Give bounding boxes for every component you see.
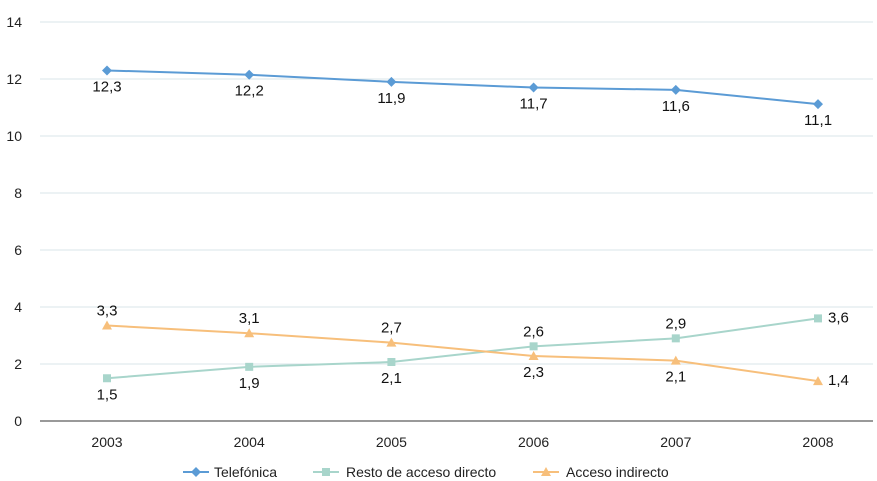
point-acceso-indirecto-2003	[102, 320, 112, 330]
data-label-resto-de-acceso-directo-2007: 2,9	[665, 315, 686, 332]
x-tick-label-2008: 2008	[802, 434, 833, 450]
legend-marker-resto-de-acceso-directo	[322, 468, 330, 476]
y-tick-label-8: 8	[14, 185, 22, 201]
series-line-telefonica	[106, 69, 819, 106]
data-label-telefonica-2006: 11,7	[520, 96, 548, 113]
data-label-telefonica-2007: 11,6	[662, 98, 690, 115]
point-telefonica-2006	[528, 82, 539, 93]
x-tick-label-2003: 2003	[91, 434, 122, 450]
point-telefonica-2008	[813, 99, 823, 110]
point-resto-de-acceso-directo-2007	[671, 334, 680, 343]
data-label-resto-de-acceso-directo-2006: 2,6	[523, 323, 544, 340]
data-label-acceso-indirecto-2004: 3,1	[239, 310, 260, 327]
series-line-acceso-indirecto	[106, 324, 819, 383]
y-tick-label-6: 6	[14, 242, 22, 258]
point-resto-de-acceso-directo-2006	[529, 342, 538, 351]
x-tick-label-2007: 2007	[660, 434, 691, 450]
point-acceso-indirecto-2004	[244, 328, 255, 338]
data-label-telefonica-2003: 12,3	[92, 78, 121, 95]
data-label-resto-de-acceso-directo-2008: 3,6	[828, 309, 849, 326]
y-tick-label-14: 14	[6, 14, 22, 30]
data-label-telefonica-2005: 11,9	[377, 90, 405, 107]
point-acceso-indirecto-2006	[528, 351, 539, 361]
legend-marker-acceso-indirecto	[541, 467, 551, 476]
y-tick-label-4: 4	[14, 299, 22, 315]
legend: Telefónica Resto de acceso directo Acceso …	[183, 464, 669, 480]
y-tick-label-12: 12	[6, 71, 22, 87]
data-label-acceso-indirecto-2006: 2,3	[523, 364, 544, 381]
point-resto-de-acceso-directo-2008	[814, 314, 822, 323]
data-label-resto-de-acceso-directo-2004: 1,9	[239, 375, 260, 392]
point-telefonica-2003	[102, 65, 112, 76]
legend-label-resto-de-acceso-directo: Resto de acceso directo	[346, 464, 496, 480]
point-telefonica-2004	[244, 69, 255, 80]
point-telefonica-2005	[386, 76, 397, 87]
point-acceso-indirecto-2007	[670, 355, 681, 365]
legend-marker-telefonica	[191, 467, 201, 477]
data-label-acceso-indirecto-2007: 2,1	[665, 369, 686, 386]
x-tick-label-2005: 2005	[376, 434, 407, 450]
y-axis-tick-labels: 0 2 4 6 8 10 12 14	[6, 14, 22, 429]
data-label-resto-de-acceso-directo-2003: 1,5	[97, 386, 118, 403]
point-acceso-indirecto-2005	[386, 337, 397, 347]
y-tick-label-0: 0	[14, 413, 22, 429]
y-tick-label-2: 2	[14, 356, 22, 372]
x-tick-label-2004: 2004	[234, 434, 265, 450]
data-label-telefonica-2008: 11,1	[804, 112, 832, 129]
data-label-acceso-indirecto-2003: 3,3	[97, 303, 118, 320]
data-label-resto-de-acceso-directo-2005: 2,1	[381, 370, 402, 387]
data-labels: 12,3 12,2 11,9 11,7 11,6 11,1 1,5 1,9 2,1 2,6 2,9 3…	[92, 78, 848, 403]
point-acceso-indirecto-2008	[813, 376, 823, 386]
point-telefonica-2007	[670, 84, 681, 95]
data-label-acceso-indirecto-2008: 1,4	[828, 372, 849, 389]
data-label-telefonica-2004: 12,2	[235, 83, 264, 100]
x-axis-tick-labels: 2003 2004 2005 2006 2007 2008	[91, 434, 833, 450]
data-label-acceso-indirecto-2005: 2,7	[381, 320, 402, 337]
gridlines	[40, 21, 873, 422]
point-resto-de-acceso-directo-2004	[245, 362, 254, 371]
legend-label-telefonica: Telefónica	[214, 464, 277, 480]
legend-label-acceso-indirecto: Acceso indirecto	[566, 464, 669, 480]
x-tick-label-2006: 2006	[518, 434, 549, 450]
y-tick-label-10: 10	[6, 128, 22, 144]
point-resto-de-acceso-directo-2005	[387, 358, 396, 367]
point-resto-de-acceso-directo-2003	[103, 374, 111, 383]
series-line-resto-de-acceso-directo	[106, 317, 819, 380]
series-lines	[102, 65, 823, 386]
